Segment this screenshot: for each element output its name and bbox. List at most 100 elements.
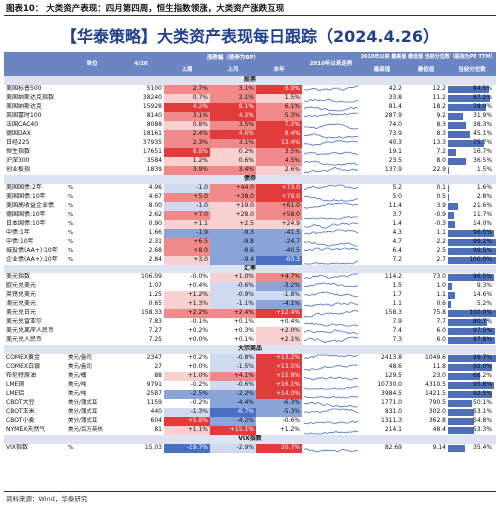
week-change: 0.7% xyxy=(164,93,210,103)
asset-unit xyxy=(66,336,118,345)
low-value: 6.0 xyxy=(436,327,446,335)
month-change: +19.0 xyxy=(210,201,256,211)
sparkline-path xyxy=(304,106,359,112)
percentile-bar xyxy=(448,274,495,282)
high-value: 4.7 xyxy=(392,237,402,245)
trend-cell xyxy=(302,372,360,381)
trend-cell xyxy=(302,390,360,399)
asset-unit: % xyxy=(68,256,74,263)
percentile-bar xyxy=(448,211,454,219)
sparkline-path xyxy=(304,385,359,390)
table-row: 恒生指数 17651 8.8% 0.2% 3.5% 19.1 7.2 16.7% xyxy=(4,147,496,157)
trend-sparkline xyxy=(304,112,358,117)
asset-unit: % xyxy=(68,220,74,227)
week-change: -19.7% xyxy=(164,443,210,453)
low-value: 9.2 xyxy=(436,111,446,119)
table-row: 创业板指 1839 3.9% 3.4% 2.6% 137.9 22.9 1.5% xyxy=(4,165,496,175)
week-change: +0.0% xyxy=(187,336,208,344)
table-row: 美元兑雷亚尔 7.83 -0.1% +0.1% +0.4% 7.9 7.7 80.7% xyxy=(4,318,496,327)
section-label: 债券 xyxy=(4,174,497,184)
percentile-bar xyxy=(448,247,496,255)
trend-cell xyxy=(302,426,360,435)
percentile-value: 95.8% xyxy=(473,381,493,389)
sparkline-path xyxy=(304,98,359,103)
asset-unit xyxy=(66,130,118,139)
sparkline-path xyxy=(304,408,359,414)
asset-value: 0.90 xyxy=(148,219,162,227)
month-change: +1.0% xyxy=(210,273,256,283)
table-row: 美国国债:10年% 4.67 +5.0 +38.0 +79.0 5.0 0.5 2.8% xyxy=(4,192,496,202)
trend-cell xyxy=(302,211,360,220)
week-change: -1.0 xyxy=(164,201,210,211)
trend-sparkline xyxy=(304,430,359,435)
trend-cell xyxy=(302,336,360,345)
sparkline-path xyxy=(304,273,358,280)
asset-unit: % xyxy=(68,202,74,209)
low-value: 3.9 xyxy=(436,201,446,209)
ytd-change: +2.1% xyxy=(256,336,302,346)
percentile-bar xyxy=(448,94,490,102)
section-row: VIX指数 xyxy=(4,435,497,444)
low-value: 302.0 xyxy=(428,408,446,416)
percentile-bar xyxy=(448,364,493,372)
table-row: 企业债(AA+):10年% 2.84 +3.0 -9.4 -60.3 7.2 2.7 100.… xyxy=(4,255,497,265)
sparkline-path xyxy=(304,166,359,173)
header-ytd: 本年 xyxy=(273,66,285,73)
percentile-cell: 84.5% xyxy=(448,85,496,94)
trend-sparkline xyxy=(304,240,358,246)
high-value: 48.6 xyxy=(388,363,402,371)
high-value: 5.2 xyxy=(392,183,402,191)
sparkline-path xyxy=(304,202,359,209)
sparkline-path xyxy=(304,222,359,229)
document-title: 【华泰策略】大类资产表现每日跟踪（2024.4.26） xyxy=(0,23,500,47)
percentile-value: 38.3% xyxy=(473,120,493,128)
low-value: 2.2 xyxy=(436,237,446,245)
asset-value: 2.31 xyxy=(148,237,162,245)
trend-cell xyxy=(302,130,360,139)
asset-value: 8088 xyxy=(146,120,162,128)
table-row: 美国纳斯达克 15928 4.2% 8.1% 6.1% 81.4 18.2 78.0% xyxy=(4,102,496,112)
trend-sparkline xyxy=(304,302,359,308)
low-value: 8.3 xyxy=(436,129,446,137)
asset-value: 27 xyxy=(154,363,162,371)
table-row: 英国富时100 8140 3.1% 4.2% 5.3% 287.9 9.2 31.9% xyxy=(4,111,496,121)
percentile-value: 99.7% xyxy=(473,354,493,362)
asset-name: COMEX黄金 xyxy=(6,354,40,362)
low-value: 18.2 xyxy=(432,102,446,110)
ytd-change: +16.1% xyxy=(256,381,302,391)
low-value: 9.14 xyxy=(432,444,446,452)
trend-cell xyxy=(302,327,360,336)
month-change: +0.1% xyxy=(233,318,254,326)
high-value: 40.3 xyxy=(388,138,402,146)
trend-sparkline xyxy=(304,408,359,414)
percentile-cell: 36.5% xyxy=(448,157,496,166)
week-change: -1.9 xyxy=(164,228,210,238)
asset-value: 1159 xyxy=(146,399,162,407)
trend-sparkline xyxy=(304,222,359,229)
percentile-cell: 66.2% xyxy=(448,372,496,381)
percentile-bar xyxy=(448,409,474,417)
trend-cell xyxy=(302,220,360,229)
percentile-bar xyxy=(448,301,451,309)
sparkline-path xyxy=(304,195,359,202)
percentile-cell: 5.2% xyxy=(448,300,496,309)
low-value: 0.6 xyxy=(436,300,446,308)
ytd-change: 20.7% xyxy=(256,443,302,453)
ytd-change: -6.3% xyxy=(256,399,302,409)
header-percentile: 当前分位数 xyxy=(458,66,486,73)
table-row: 美国标普500 5100 2.7% 3.1% 6.9% 42.2 12.2 84.5% xyxy=(4,84,496,94)
percentile-value: 16.7% xyxy=(473,147,493,155)
low-value: 12.2 xyxy=(432,84,446,92)
percentile-value: 14.0% xyxy=(473,219,493,227)
ytd-change: +61.0 xyxy=(256,201,302,211)
low-value: 0.5 xyxy=(436,192,446,200)
week-change: +5.0 xyxy=(164,192,210,202)
table-header: 单位 4/26 涨跌幅（债券为BP） 上周 上月 本年 2010年以来走势 20… xyxy=(4,52,496,76)
table-row: NYMEX天然气 美元/百万英热 81 +1.1% +15.1% +1.2% 214.1 48… xyxy=(4,426,496,436)
sparkline-path xyxy=(304,401,359,408)
asset-name: 美元兑日元 xyxy=(6,309,37,317)
month-change: +15.1% xyxy=(210,426,256,436)
trend-sparkline xyxy=(304,106,359,112)
asset-unit xyxy=(66,103,118,112)
week-change: +1.0% xyxy=(164,372,210,382)
